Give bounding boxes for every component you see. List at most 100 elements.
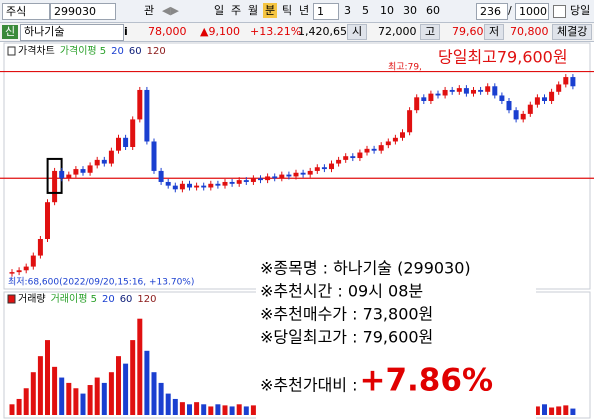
volume-bar [87,385,93,415]
candle [527,104,533,114]
volume-bar [9,404,15,415]
legend-swatch [7,294,16,304]
volume-bar [130,340,136,415]
volume-bar [208,406,214,415]
interval-button[interactable]: 30 [403,4,417,17]
candle [371,148,377,151]
candle [534,97,540,105]
candle [215,183,221,186]
volume-bar [158,382,164,415]
recommendation-line: ※추천시간 : 09시 08분 [260,282,423,301]
high-label: 고 [420,24,441,40]
low-marker: 최저:68,600(2022/09/20,15:16, +13.70%) [8,277,194,288]
volume-bar [570,408,576,415]
interval-button[interactable]: 60 [426,4,440,17]
volume-bar [59,377,65,415]
candle [108,150,114,164]
candle [194,185,200,188]
volume-bar [16,398,22,415]
candle [456,88,462,92]
recommendation-line: ※종목명 : 하나기술 (299030) [260,259,471,278]
candle [80,169,86,173]
volume-bar [549,407,555,415]
candle [300,172,306,175]
candle [59,170,65,179]
candle [250,178,256,182]
legend-item: 가격이평 5 [60,44,106,57]
candle [151,141,157,171]
volume-bar [179,402,185,415]
legend-item: 거래이평 5 [51,293,97,305]
candle [101,159,107,164]
quote-bar: 신 하나기술 i 78,000 ▲9,100 +13.21% 1,420,656… [0,23,594,42]
volume-bar [542,404,547,415]
candle [172,185,178,190]
arrows[interactable]: ◀▶ [162,4,179,17]
open: 72,000 [378,25,417,38]
candle [350,156,356,159]
legend-item: 20 [111,46,124,57]
legend-item: 20 [102,294,115,305]
volume-bar [108,372,114,415]
interval-select[interactable]: 1 [313,3,339,20]
candle [23,266,29,271]
overlay-box [256,254,536,419]
change: ▲9,100 [200,25,240,38]
candle [52,170,58,203]
candle [208,183,214,188]
period-button[interactable]: 틱 [282,4,293,17]
volume-bar [123,363,129,415]
volume-bar [229,406,235,415]
volume-bar [187,404,192,415]
volume-bar [194,402,200,415]
info-button[interactable]: i [124,25,128,38]
separator: / [508,4,512,17]
volume-bar [250,405,256,415]
candle [45,202,50,239]
candle [123,137,129,147]
period-button[interactable]: 주 [231,4,242,17]
candle [87,165,93,173]
search-button[interactable]: 관 [144,4,155,17]
market-select[interactable]: 주식 [2,3,50,20]
candle [130,119,136,147]
candle [187,183,192,188]
candle [286,174,292,177]
candle [158,170,164,182]
candle [222,181,228,186]
change-rate: +13.21% [250,25,302,38]
volume-bar [73,388,79,415]
interval-button[interactable]: 5 [362,4,369,17]
recommendation-line: ※추천매수가 : 73,800원 [260,305,433,324]
period-button[interactable]: 월 [248,4,259,17]
candle [307,170,313,175]
period-button[interactable]: 분 [263,3,278,18]
candle [428,93,434,101]
legend-item: 가격차트 [18,44,55,57]
interval-button[interactable]: 10 [380,4,394,17]
max-count-input[interactable]: 1000 [515,3,549,20]
period-button[interactable]: 일 [214,4,225,17]
price-pane [3,42,591,290]
checkbox[interactable] [553,5,566,18]
code-input[interactable]: 299030 [50,3,116,20]
open-label: 시 [347,24,368,40]
count-input[interactable]: 236 [476,3,508,20]
volume-bar [116,356,121,415]
period-button[interactable]: 년 [299,4,310,17]
candle [30,255,36,267]
candle [179,183,185,190]
stock-name: 하나기술 [20,24,124,41]
legend-swatch [7,46,16,56]
candle [364,148,370,153]
volume-bar [556,406,562,415]
candle [343,156,349,160]
candle [520,113,526,120]
volume-bar [137,318,143,415]
legend-item: 60 [120,294,133,305]
candle [378,145,384,151]
volume-bar [243,406,249,415]
candle [272,176,278,179]
interval-button[interactable]: 3 [344,4,351,17]
